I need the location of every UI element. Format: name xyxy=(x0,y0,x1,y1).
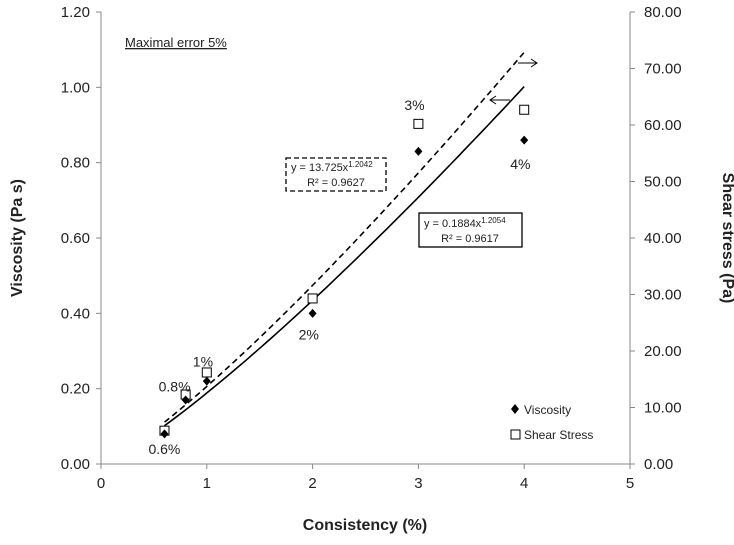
y-left-tick-label: 0.20 xyxy=(61,381,90,398)
equation-viscosity-exponent: 1.2054 xyxy=(481,216,506,225)
annotation-max-error: Maximal error 5% xyxy=(125,35,227,50)
x-tick-label: 3 xyxy=(414,475,422,492)
arrow-right-head xyxy=(530,58,538,68)
trendline-shear-stress xyxy=(164,51,525,423)
y-left-ticks: 0.00 0.20 0.40 0.60 0.80 1.00 1.20 xyxy=(61,4,101,473)
trendline-viscosity xyxy=(164,86,525,427)
point-label: 0.8% xyxy=(159,378,191,394)
y-left-tick-label: 1.00 xyxy=(61,79,90,96)
x-tick-label: 5 xyxy=(626,475,634,492)
x-tick-label: 1 xyxy=(203,475,211,492)
point-label: 4% xyxy=(510,156,530,172)
equation-viscosity-line: y = 0.1884x1.2054 xyxy=(424,216,506,230)
point-labels: 0.6% 0.8%1% 2% 3% 4% xyxy=(148,97,530,457)
x-tick-label: 0 xyxy=(97,475,105,492)
y-right-tick-label: 50.00 xyxy=(644,174,682,191)
x-axis-title: Consistency (%) xyxy=(303,517,427,534)
y-right-tick-label: 40.00 xyxy=(644,230,682,247)
y-right-tick-label: 60.00 xyxy=(644,117,682,134)
marker-viscosity xyxy=(160,429,169,439)
equation-box-shear-frame xyxy=(285,157,387,192)
point-label: 0.6% xyxy=(148,441,180,457)
point-label: 3% xyxy=(404,97,424,113)
y-right-tick-label: 70.00 xyxy=(644,61,682,78)
y-right-axis-title: Shear stress (Pa) xyxy=(719,173,734,304)
r2-viscosity: R² = 0.9617 xyxy=(441,233,499,245)
trendlines xyxy=(164,51,525,427)
equation-shear-exponent: 1.2042 xyxy=(348,160,373,169)
y-right-tick-label: 80.00 xyxy=(644,4,682,21)
equation-viscosity-text: y = 0.1884x xyxy=(424,218,482,230)
marker-viscosity xyxy=(202,376,211,386)
y-left-tick-label: 1.20 xyxy=(61,4,90,21)
x-tick-label: 4 xyxy=(520,475,528,492)
marker-shear-stress xyxy=(519,104,530,115)
legend-marker-shear-stress xyxy=(510,429,521,440)
y-left-tick-label: 0.60 xyxy=(61,230,90,247)
y-left-tick-label: 0.40 xyxy=(61,305,90,322)
marker-shear-stress xyxy=(413,118,424,129)
point-label: 2% xyxy=(299,326,319,342)
arrow-right-axis xyxy=(518,58,538,68)
marker-viscosity xyxy=(414,146,423,156)
marker-viscosity xyxy=(520,135,529,145)
x-ticks: 0 1 2 3 4 5 xyxy=(97,464,634,492)
x-tick-label: 2 xyxy=(308,475,316,492)
legend: Viscosity Shear Stress xyxy=(510,403,593,442)
y-right-tick-label: 0.00 xyxy=(644,456,673,473)
marker-shear-stress xyxy=(307,293,318,304)
y-left-tick-label: 0.80 xyxy=(61,155,90,172)
r2-shear: R² = 0.9627 xyxy=(307,177,365,189)
legend-label-shear-stress: Shear Stress xyxy=(524,428,593,442)
equation-shear-text: y = 13.725x xyxy=(291,162,349,174)
legend-label-viscosity: Viscosity xyxy=(524,403,571,417)
equation-box-shear-stress: y = 13.725x1.2042 R² = 0.9627 xyxy=(285,157,387,192)
equation-box-viscosity-frame xyxy=(418,212,523,248)
y-right-ticks: 0.00 10.00 20.00 30.00 40.00 50.00 60.00 70.00 8… xyxy=(630,4,682,473)
marker-viscosity xyxy=(181,395,190,405)
equation-shear-line: y = 13.725x1.2042 xyxy=(291,160,373,174)
y-right-tick-label: 30.00 xyxy=(644,287,682,304)
y-right-tick-label: 20.00 xyxy=(644,343,682,360)
point-label: 1% xyxy=(193,354,213,370)
arrow-left-head xyxy=(489,95,497,105)
y-right-tick-label: 10.00 xyxy=(644,400,682,417)
y-left-axis-title: Viscosity (Pa s) xyxy=(9,179,26,297)
legend-marker-viscosity xyxy=(511,404,519,414)
markers xyxy=(159,104,530,439)
equation-box-viscosity: y = 0.1884x1.2054 R² = 0.9617 xyxy=(418,212,523,248)
arrow-left-axis xyxy=(489,95,510,105)
y-left-tick-label: 0.00 xyxy=(61,456,90,473)
marker-viscosity xyxy=(308,308,317,318)
